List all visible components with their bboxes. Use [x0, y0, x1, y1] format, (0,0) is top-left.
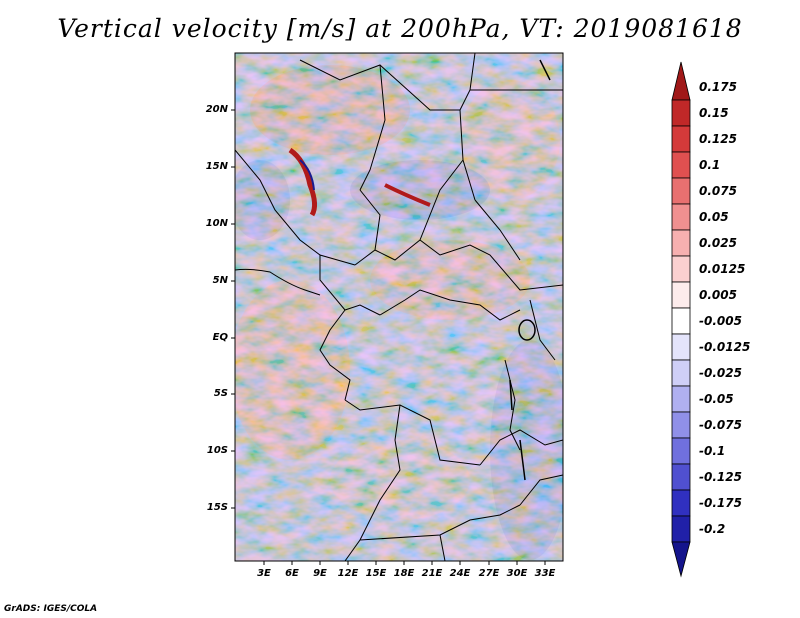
colorbar-label: 0.1	[699, 158, 721, 172]
colorbar-segment	[671, 437, 691, 465]
lon-label: 6E	[285, 568, 299, 579]
lon-label: 9E	[313, 568, 327, 579]
colorbar-segment	[671, 541, 691, 578]
country-borders	[235, 53, 563, 561]
lon-label: 30E	[506, 568, 528, 579]
lat-label: 5S	[213, 388, 228, 399]
grads-credit: GrADS: IGES/COLA	[4, 604, 98, 614]
colorbar-label: 0.005	[699, 288, 737, 302]
colorbar	[671, 61, 691, 578]
colorbar-segment	[671, 385, 691, 413]
lon-label: 27E	[478, 568, 500, 579]
lon-label: 3E	[257, 568, 271, 579]
colorbar-label: -0.025	[699, 366, 742, 380]
colorbar-segment	[671, 281, 691, 309]
colorbar-label: 0.175	[699, 80, 737, 94]
intense-downdraft	[299, 159, 315, 191]
colorbar-segment	[671, 61, 691, 101]
colorbar-segment	[671, 255, 691, 283]
colorbar-segment	[671, 333, 691, 361]
lat-label: 15N	[205, 161, 228, 172]
colorbar-segment	[671, 151, 691, 179]
plot-area	[235, 53, 563, 561]
colorbar-label: 0.025	[699, 236, 737, 250]
colorbar-label: -0.1	[699, 444, 726, 458]
colorbar-segment	[671, 307, 691, 335]
colorbar-label: -0.2	[699, 522, 726, 536]
colorbar-label: 0.0125	[699, 262, 746, 276]
colorbar-label: 0.125	[699, 132, 737, 146]
lon-label: 12E	[337, 568, 359, 579]
colorbar-segment	[671, 125, 691, 153]
lon-label: 21E	[421, 568, 443, 579]
intense-updraft	[288, 147, 318, 217]
lakes	[509, 59, 551, 481]
lon-label: 33E	[534, 568, 556, 579]
colorbar-segment	[671, 489, 691, 517]
colorbar-segment	[671, 463, 691, 491]
lon-label: 15E	[365, 568, 387, 579]
colorbar-label: -0.0125	[699, 340, 751, 354]
colorbar-segment	[671, 177, 691, 205]
tick-marks	[231, 109, 546, 565]
colorbar-label: -0.125	[699, 470, 742, 484]
lat-label: 10S	[206, 445, 228, 456]
colorbar-segment	[671, 229, 691, 257]
colorbar-segment	[671, 99, 691, 127]
lat-label: 10N	[205, 218, 228, 229]
plot-frame	[234, 52, 564, 562]
colorbar-segment	[671, 203, 691, 231]
lon-label: 18E	[393, 568, 415, 579]
colorbar-label: -0.175	[699, 496, 742, 510]
colorbar-label: -0.005	[699, 314, 742, 328]
colorbar-label: 0.075	[699, 184, 737, 198]
colorbar-label: -0.05	[699, 392, 734, 406]
colorbar-label: 0.15	[699, 106, 729, 120]
colorbar-segment	[671, 411, 691, 439]
lat-label: 15S	[206, 502, 228, 513]
colorbar-segment	[671, 515, 691, 543]
colorbar-segment	[671, 359, 691, 387]
chart-title: Vertical velocity [m/s] at 200hPa, VT: 2…	[57, 14, 743, 43]
intense-updraft	[384, 183, 431, 207]
lat-label: 20N	[205, 104, 228, 115]
lon-label: 24E	[449, 568, 471, 579]
colorbar-label: 0.05	[699, 210, 729, 224]
lat-label: 5N	[212, 275, 228, 286]
colorbar-label: -0.075	[699, 418, 742, 432]
lat-label: EQ	[212, 332, 228, 343]
